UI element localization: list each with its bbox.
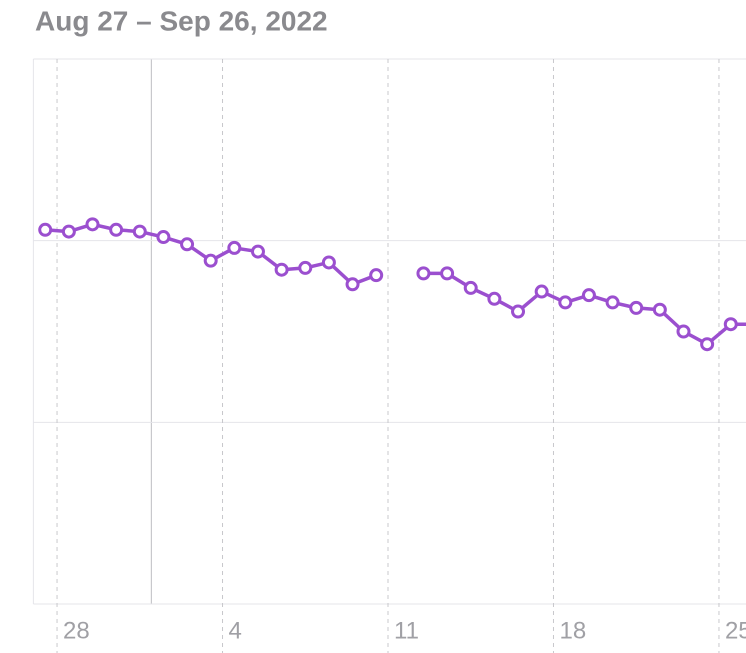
data-point: [250, 244, 265, 259]
data-point: [321, 255, 336, 270]
data-point: [85, 217, 100, 232]
data-point: [369, 268, 384, 283]
data-point: [227, 240, 242, 255]
x-tick-label: 4: [229, 617, 242, 644]
data-point: [605, 295, 620, 310]
data-point: [463, 280, 478, 295]
data-point: [274, 262, 289, 277]
data-point: [61, 224, 76, 239]
data-point: [558, 295, 573, 310]
data-point: [652, 302, 667, 317]
data-point: [345, 277, 360, 292]
data-point: [132, 224, 147, 239]
chart-title: Aug 27 – Sep 26, 2022: [35, 5, 328, 36]
x-tick-label: 11: [394, 617, 419, 644]
data-point: [440, 266, 455, 281]
x-tick-label: 25: [725, 617, 746, 644]
x-tick-label: 28: [63, 617, 90, 644]
data-point: [487, 291, 502, 306]
data-point: [203, 253, 218, 268]
data-point: [38, 222, 53, 237]
x-tick-label: 18: [559, 617, 586, 644]
data-point: [700, 337, 715, 352]
data-point: [416, 266, 431, 281]
data-point: [298, 260, 313, 275]
data-point: [534, 284, 549, 299]
data-point: [511, 304, 526, 319]
data-point: [581, 288, 596, 303]
data-point: [109, 222, 124, 237]
data-point: [156, 230, 171, 245]
data-point: [723, 317, 738, 332]
data-point: [180, 237, 195, 252]
data-point: [629, 300, 644, 315]
data-point: [676, 324, 691, 339]
